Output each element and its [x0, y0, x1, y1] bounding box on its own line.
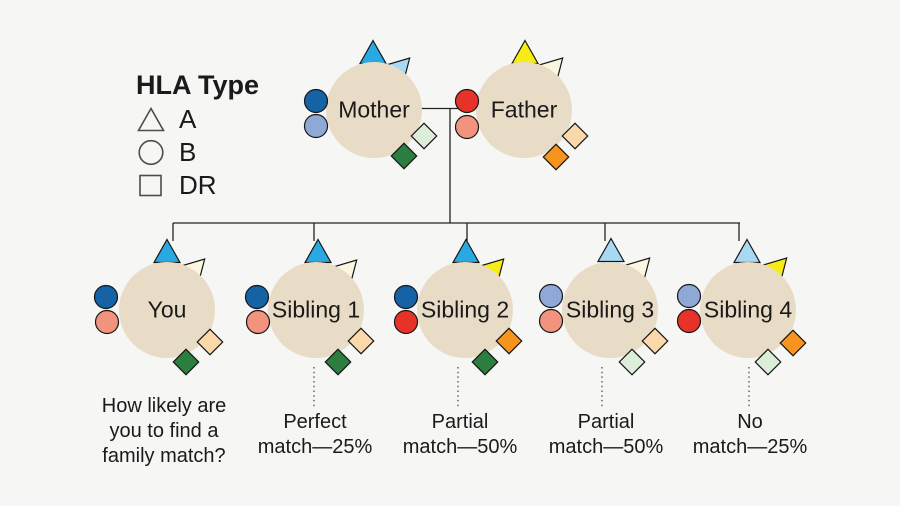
you-father-b2-circle	[94, 309, 120, 335]
sibling4-mother-b2-circle	[676, 283, 702, 309]
caption-sibling3: Partial match—50%	[549, 410, 664, 460]
sibling2-father-dr1-diamond	[495, 327, 523, 355]
mother-mother-dr2-diamond	[410, 122, 438, 150]
legend-item-dr: DR	[136, 170, 259, 200]
legend-label-dr: DR	[179, 169, 217, 200]
sibling3-father-dr2-diamond	[641, 327, 669, 355]
caption-sibling4-line-2: match—25%	[692, 436, 808, 458]
legend-item-a: A	[136, 104, 259, 134]
caption-you-line-3: family match?	[102, 445, 226, 467]
sibling1-mother-a1-triangle	[303, 238, 333, 264]
caption-you: How likely are you to find a family matc…	[102, 394, 226, 469]
father-person-circle	[476, 62, 572, 158]
sibling2-mother-b1-circle	[393, 284, 419, 310]
mother-mother-dr1-diamond	[390, 142, 418, 170]
legend-title: HLA Type	[136, 70, 260, 100]
mother-mother-a1-triangle	[358, 39, 388, 65]
father-father-b2-circle	[454, 114, 480, 140]
caption-sibling1-line-1: Perfect	[283, 411, 347, 433]
caption-you-line-1: How likely are	[101, 395, 227, 417]
sibling1-father-dr2-diamond	[347, 327, 375, 355]
person-label-sibling2: Sibling 2	[420, 296, 510, 323]
you-mother-a1-triangle	[152, 238, 182, 264]
sibling4-father-b1-circle	[676, 308, 702, 334]
sibling1-mother-dr1-diamond	[324, 348, 352, 376]
person-label-father: Father	[490, 96, 558, 123]
caption-sibling4-line-1: No	[737, 411, 763, 433]
sibling3-mother-b2-circle	[538, 283, 564, 309]
caption-sibling3-line-2: match—50%	[548, 436, 664, 458]
mother-mother-b1-circle	[303, 88, 329, 114]
person-label-you: You	[147, 296, 187, 323]
you-mother-dr1-diamond	[172, 348, 200, 376]
sibling1-mother-b1-circle	[244, 284, 270, 310]
father-father-a1-triangle	[510, 39, 540, 65]
mother-mother-b2-circle	[303, 113, 329, 139]
sibling2-mother-a1-triangle	[451, 238, 481, 264]
person-label-sibling4: Sibling 4	[703, 296, 793, 323]
father-father-b1-circle	[454, 88, 480, 114]
square-icon	[139, 174, 162, 196]
caption-sibling4: No match—25%	[693, 410, 808, 460]
person-label-sibling1: Sibling 1	[271, 296, 361, 323]
hla-legend: HLA Type A B DR	[136, 70, 259, 203]
you-person-circle	[119, 262, 215, 358]
sibling3-mother-a2-triangle	[596, 237, 626, 263]
sibling4-mother-a2-triangle	[732, 238, 762, 264]
father-father-dr2-diamond	[561, 122, 589, 150]
caption-sibling2-line-2: match—50%	[402, 436, 518, 458]
sibling2-person-circle	[417, 262, 513, 358]
sibling3-mother-dr2-diamond	[618, 348, 646, 376]
person-label-mother: Mother	[338, 96, 410, 123]
person-label-sibling3: Sibling 3	[565, 296, 655, 323]
caption-sibling2-line-1: Partial	[431, 411, 489, 433]
you-father-dr2-diamond	[196, 328, 224, 356]
sibling4-mother-dr2-diamond	[754, 348, 782, 376]
legend-label-b: B	[179, 136, 197, 167]
sibling1-person-circle	[268, 262, 364, 358]
legend-item-b: B	[136, 137, 259, 167]
caption-sibling3-line-1: Partial	[577, 411, 635, 433]
mother-person-circle	[326, 62, 422, 158]
sibling3-father-b2-circle	[538, 308, 564, 334]
caption-sibling1: Perfect match—25%	[258, 410, 373, 460]
caption-sibling2: Partial match—50%	[403, 410, 518, 460]
triangle-icon	[137, 106, 165, 131]
circle-icon	[138, 139, 164, 165]
caption-you-line-2: you to find a	[109, 420, 219, 442]
sibling1-father-b2-circle	[245, 309, 271, 335]
sibling2-father-b1-circle	[393, 309, 419, 335]
you-mother-b1-circle	[93, 284, 119, 310]
sibling3-person-circle	[562, 262, 658, 358]
father-father-dr1-diamond	[542, 143, 570, 171]
sibling4-person-circle	[700, 262, 796, 358]
legend-label-a: A	[179, 103, 197, 134]
sibling4-father-dr1-diamond	[779, 329, 807, 357]
caption-sibling1-line-2: match—25%	[257, 436, 373, 458]
sibling2-mother-dr1-diamond	[471, 348, 499, 376]
